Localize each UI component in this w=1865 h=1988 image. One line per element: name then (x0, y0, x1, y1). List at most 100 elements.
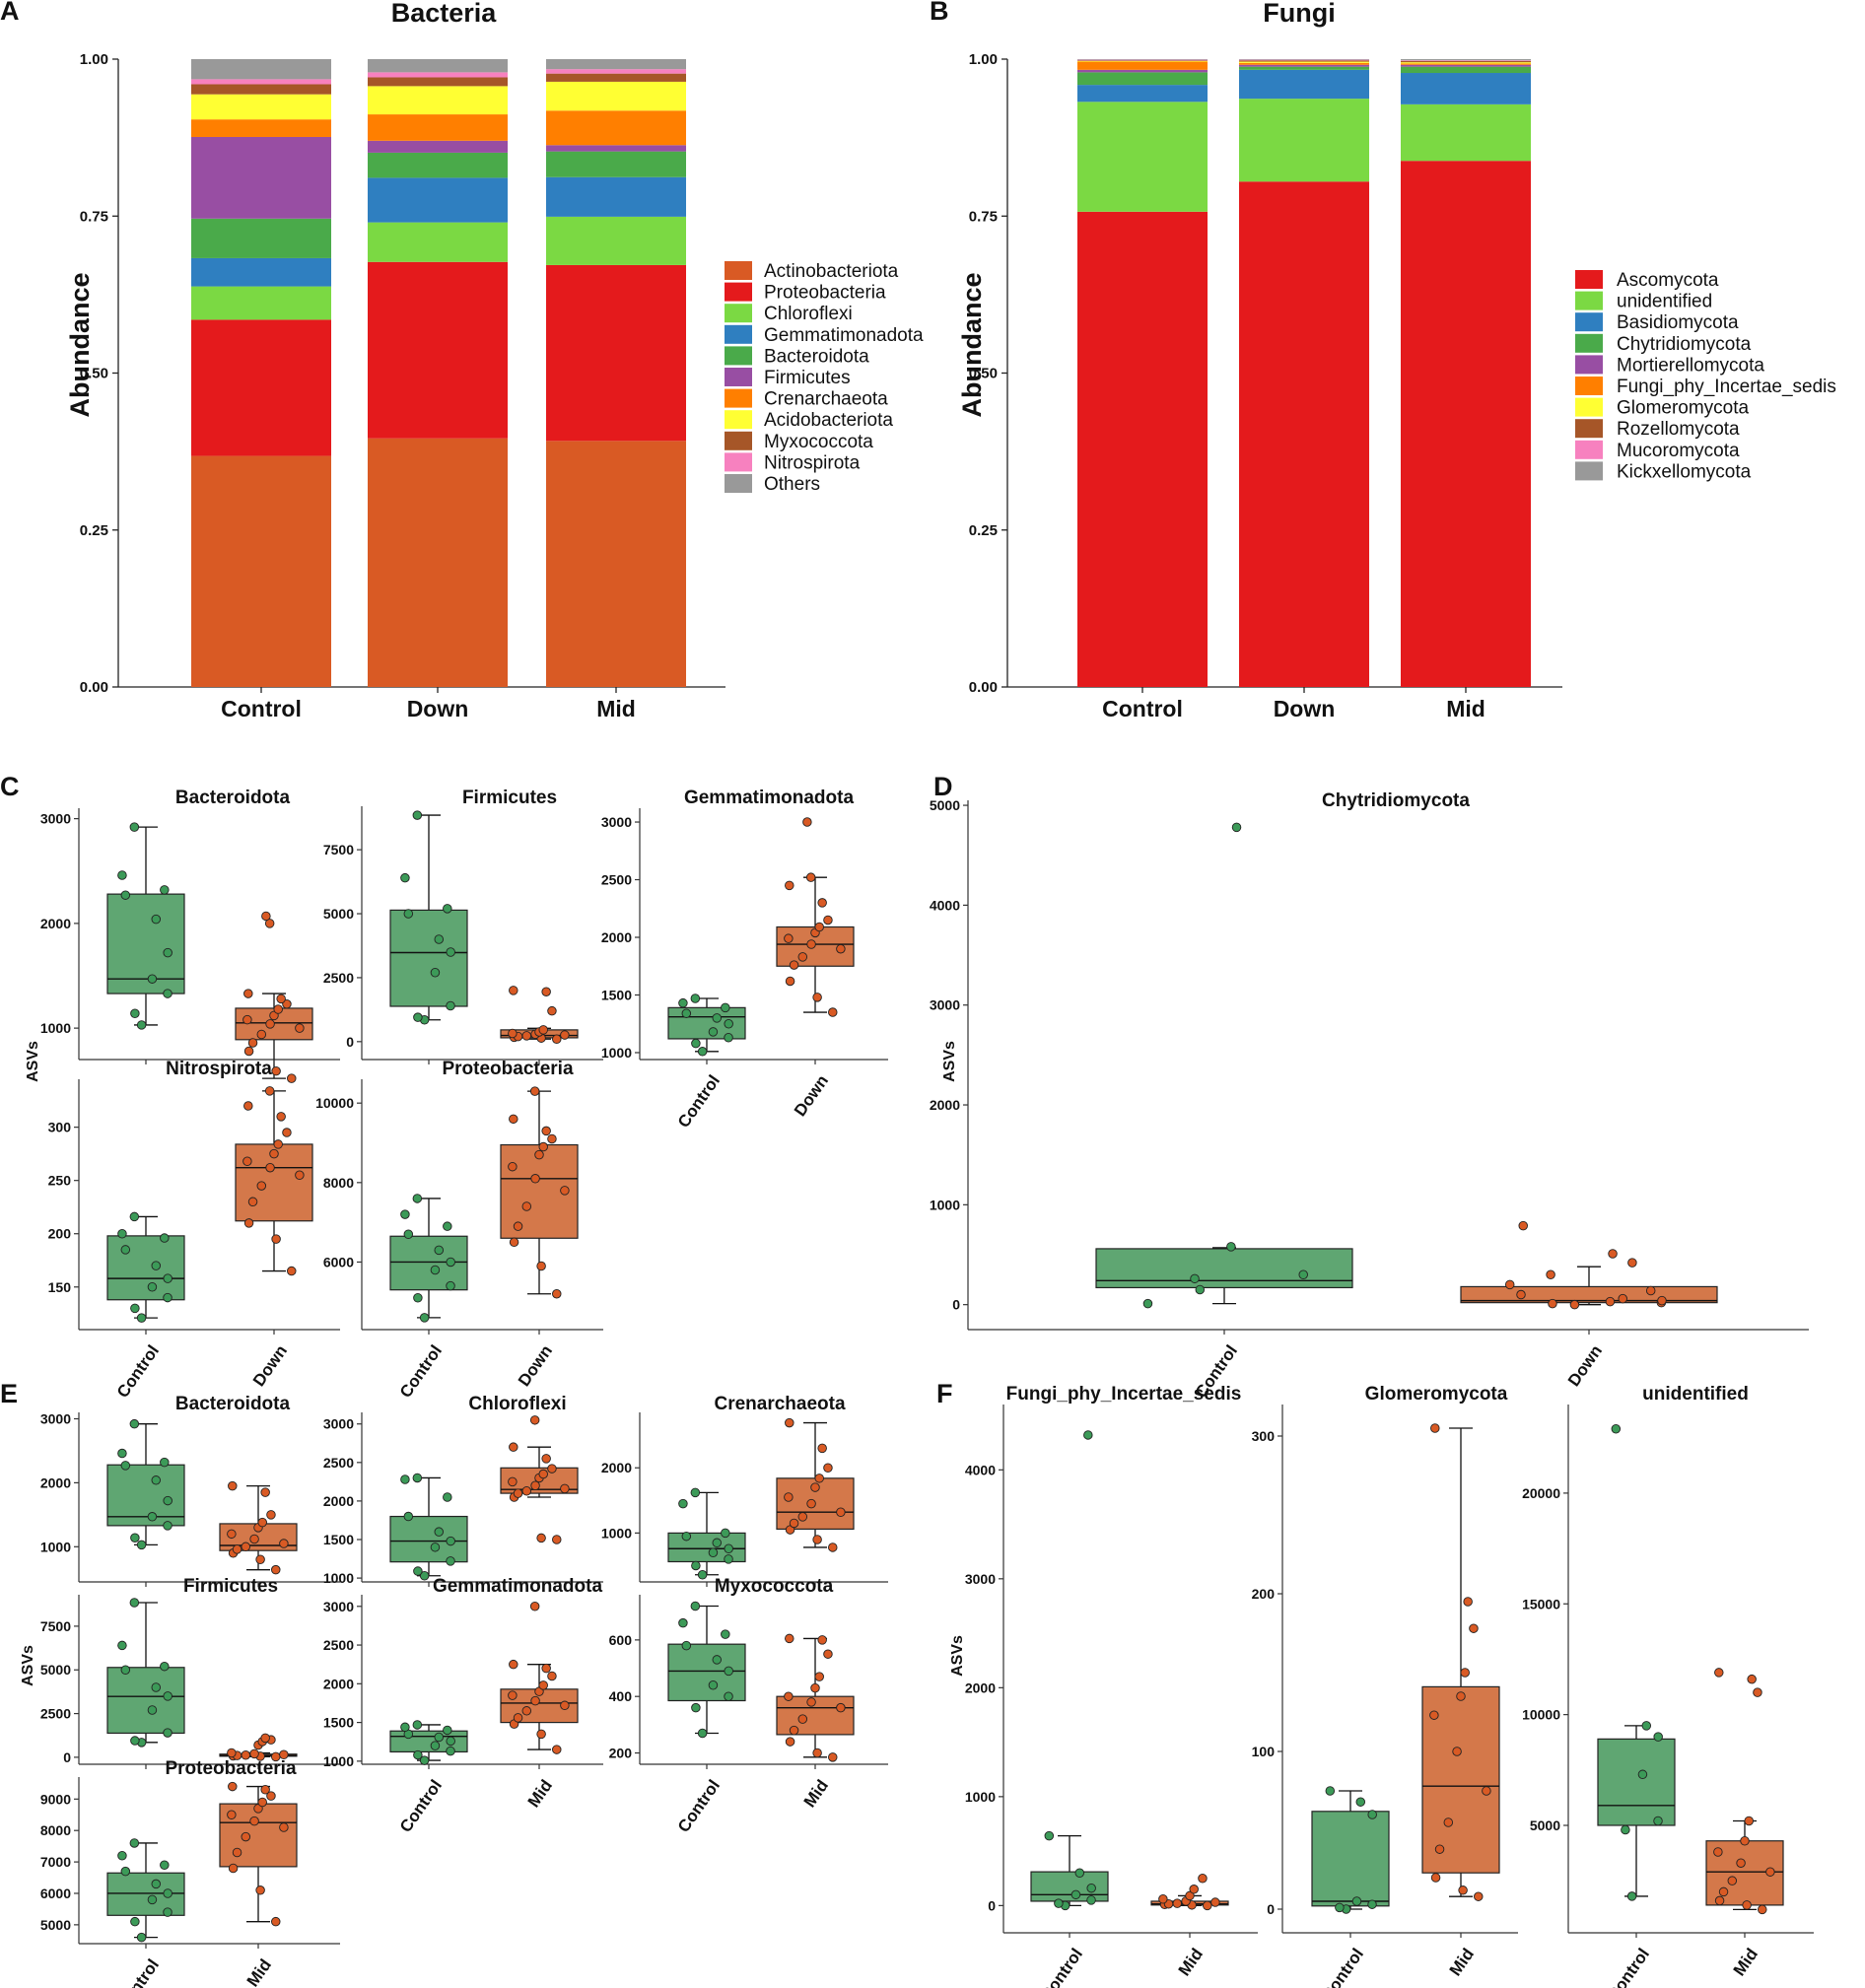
x-tick-label: Control (221, 696, 302, 721)
data-point (836, 943, 846, 954)
data-point (1456, 1691, 1466, 1701)
bar-segment-basidiomycota (1239, 69, 1369, 100)
data-point (1190, 1273, 1200, 1284)
y-tick-label: 2000 (323, 1676, 354, 1691)
legend: AscomycotaunidentifiedBasidiomycotaChytr… (1575, 270, 1836, 482)
y-tick-label: 200 (48, 1226, 72, 1242)
data-point (446, 1746, 455, 1756)
box (1095, 1248, 1353, 1289)
data-point (1458, 1885, 1468, 1895)
data-point (413, 1749, 423, 1760)
data-point (1747, 1674, 1757, 1684)
data-point (1474, 1891, 1484, 1901)
box-group-mid (776, 1633, 855, 1762)
legend-entry: Others (764, 474, 820, 495)
data-point (163, 1273, 173, 1283)
x-tick-label: Mid (1446, 696, 1485, 721)
data-point (232, 1544, 242, 1554)
box-group-control (667, 1487, 746, 1580)
bar-segment-others (546, 59, 686, 70)
y-tick-label: 5000 (40, 1662, 71, 1678)
data-point (136, 1313, 147, 1323)
data-point (817, 1443, 827, 1454)
bar-segment-kickxellomycota (1401, 59, 1531, 61)
y-tick-label: 1500 (601, 987, 632, 1002)
y-tick-label: 6000 (40, 1885, 71, 1901)
y-tick-label: 7000 (40, 1854, 71, 1870)
data-point (151, 1261, 162, 1270)
data-point (1195, 1284, 1206, 1295)
data-point (712, 1655, 723, 1665)
data-point (1429, 1710, 1439, 1720)
box-group-mid (219, 1733, 298, 1762)
data-point (534, 1149, 544, 1160)
data-point (812, 1535, 822, 1544)
y-tick-label: 2000 (40, 1474, 71, 1490)
data-point (129, 1598, 140, 1608)
data-point (1621, 1824, 1630, 1835)
box-group-mid (219, 1480, 298, 1575)
data-point (295, 1170, 305, 1181)
data-point (265, 1162, 275, 1173)
data-point (1518, 1220, 1528, 1231)
bar-segment-chloroflexi (546, 216, 686, 265)
data-point (513, 1713, 523, 1723)
box (1030, 1871, 1109, 1902)
data-point (227, 1748, 237, 1758)
legend-swatch (725, 410, 752, 430)
data-point (163, 1728, 173, 1738)
data-point (243, 1218, 254, 1228)
y-tick-label: 5000 (40, 1917, 71, 1933)
x-tick-label: Control (396, 1341, 446, 1401)
legend-swatch (1575, 419, 1603, 439)
data-point (690, 994, 701, 1003)
data-point (1203, 1900, 1212, 1911)
y-tick-label: 3000 (930, 997, 960, 1013)
y-tick-label: 0 (1267, 1901, 1275, 1917)
data-point (287, 1073, 297, 1083)
data-point (273, 1139, 283, 1149)
y-axis-label: Abundance (65, 272, 95, 417)
chart-c3: Gemmatimonadota 1000 1500 2000 2500 3000 Contr… (601, 788, 888, 1131)
data-point (243, 1046, 254, 1057)
bar-segment-others (368, 59, 508, 73)
data-point (412, 1473, 423, 1483)
bar-segment-actinobacteriota (546, 441, 686, 687)
data-point (130, 1303, 140, 1314)
data-point (541, 987, 551, 996)
box-group-control (106, 1838, 185, 1943)
data-point (1044, 1830, 1055, 1841)
data-point (243, 1101, 253, 1111)
data-point (1083, 1430, 1093, 1440)
bar-segment-acidobacteriota (546, 81, 686, 111)
box (1311, 1811, 1390, 1907)
legend-entry: Firmicutes (764, 368, 851, 388)
chart-title: Bacteroidota (175, 788, 291, 808)
bar-segment-mortierellomycota (1401, 64, 1531, 67)
data-point (785, 1737, 795, 1747)
data-point (255, 1554, 265, 1565)
y-tick-label: 20000 (1522, 1485, 1560, 1501)
panel-label: D (933, 772, 953, 801)
data-point (805, 872, 816, 882)
y-tick-label: 10000 (1522, 1707, 1560, 1723)
data-point (1482, 1786, 1491, 1796)
data-point (789, 1725, 799, 1736)
data-point (681, 1531, 692, 1542)
data-point (508, 1161, 518, 1172)
data-point (536, 1261, 546, 1271)
y-tick-label: 2000 (601, 1460, 632, 1475)
legend-swatch (725, 324, 752, 344)
data-point (257, 1517, 267, 1528)
data-point (434, 934, 445, 944)
y-tick-label: 1000 (40, 1539, 71, 1554)
y-tick-label: 7500 (323, 842, 354, 857)
data-point (721, 1002, 730, 1013)
y-tick-label: 0.00 (80, 679, 108, 696)
x-tick-label: Control (674, 1776, 724, 1835)
data-point (1714, 1668, 1724, 1678)
y-tick-label: 1500 (323, 1532, 354, 1547)
chart-c5: Proteobacteria 6000 8000 10000 Control Down (315, 1059, 603, 1402)
bar-segment-bacteroidota (368, 152, 508, 178)
data-point (163, 1521, 173, 1531)
